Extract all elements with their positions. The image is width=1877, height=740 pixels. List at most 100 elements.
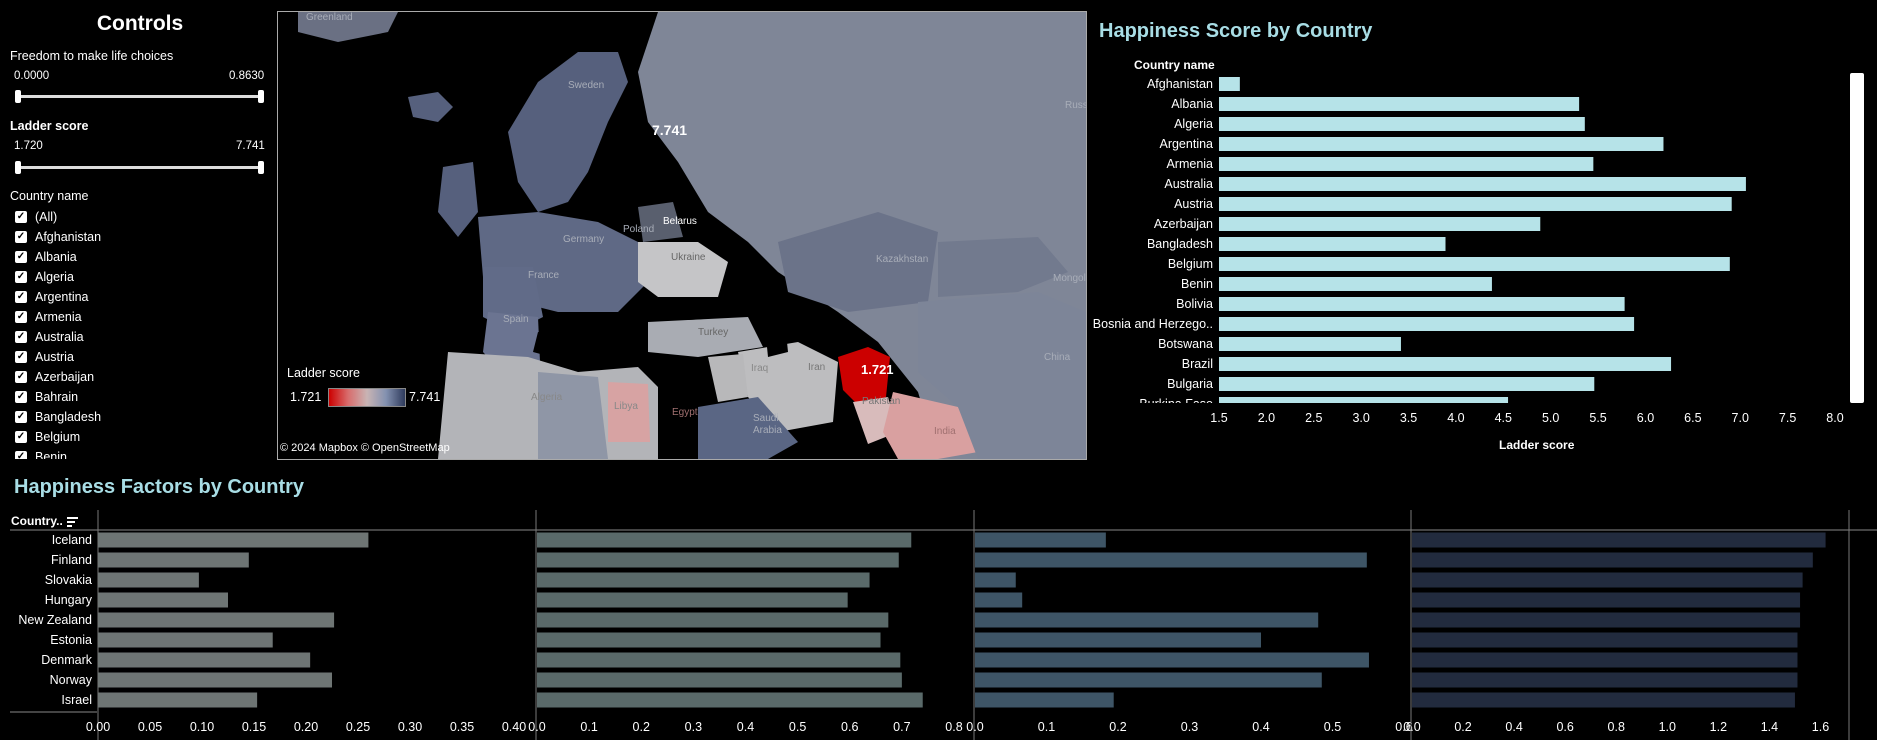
score-chart-title: Happiness Score by Country [1099,20,1373,42]
factors-bar [1412,532,1826,548]
map-label-russia: Russia [1065,100,1086,111]
score-category-label: Algeria [1174,117,1213,131]
ladder-slider-track[interactable] [18,166,262,169]
factors-bar [98,692,258,708]
checkbox-checked-icon[interactable]: ✓ [15,271,27,283]
checklist-item[interactable]: ✓ Argentina [10,287,260,307]
china-region[interactable] [918,292,1086,459]
saudi-arabia-region[interactable] [698,397,798,459]
score-chart-scrollbar[interactable] [1850,73,1864,403]
checkbox-checked-icon[interactable]: ✓ [15,291,27,303]
score-x-tick-label: 7.0 [1732,411,1749,425]
score-category-label: Belgium [1168,257,1213,271]
score-chart-column-header[interactable]: Country name [1134,58,1215,72]
freedom-slider-track[interactable] [18,95,262,98]
checklist-item[interactable]: ✓ Bangladesh [10,407,260,427]
ladder-slider-max-handle[interactable] [258,161,264,174]
checkbox-checked-icon[interactable]: ✓ [15,211,27,223]
checklist-item[interactable]: ✓ Belgium [10,427,260,447]
afghanistan-region[interactable] [838,347,890,405]
checklist-item[interactable]: ✓ Armenia [10,307,260,327]
factors-x-tick-label: 0.0 [966,720,983,734]
score-bars-group: Afghanistan Albania Algeria Argentina Armeni… [1093,77,1746,403]
ukraine-region[interactable] [638,242,728,297]
score-category-label: Albania [1171,97,1213,111]
checklist-item[interactable]: ✓ Afghanistan [10,227,260,247]
map-label-ukraine: Ukraine [671,252,706,263]
checklist-item[interactable]: ✓ Austria [10,347,260,367]
score-bar [1219,317,1635,331]
score-bar [1219,337,1401,351]
factors-bar [537,572,870,588]
uk-region[interactable] [438,162,478,237]
freedom-slider-min-handle[interactable] [15,90,21,103]
score-bar [1219,177,1746,191]
mongolia-region[interactable] [938,237,1068,297]
checklist-item-label: Bahrain [35,390,79,404]
legend-title: Ladder score [287,366,360,380]
factors-bar [98,672,332,688]
factors-x-tick-label: 1.6 [1812,720,1829,734]
checkbox-checked-icon[interactable]: ✓ [15,351,27,363]
checkbox-checked-icon[interactable]: ✓ [15,451,27,459]
score-bar [1219,397,1509,403]
checkbox-checked-icon[interactable]: ✓ [15,411,27,423]
factors-bar [1412,692,1795,708]
checklist-item[interactable]: ✓ Albania [10,247,260,267]
checklist-item-label: Algeria [35,270,74,284]
kazakhstan-region[interactable] [778,212,938,312]
sort-icon[interactable] [66,516,79,528]
factors-bar [98,572,199,588]
factors-x-tick-label: 0.4 [1505,720,1522,734]
map-attribution[interactable]: © 2024 Mapbox © OpenStreetMap [280,442,450,454]
egypt-region[interactable] [608,382,650,442]
map-label-mongolia: Mongolia [1053,273,1086,284]
score-category-label: Azerbaijan [1154,217,1213,231]
factors-x-tick-label: 0.7 [893,720,910,734]
checklist-item[interactable]: ✓ Bahrain [10,387,260,407]
checklist-item[interactable]: ✓ Azerbaijan [10,367,260,387]
choropleth-map[interactable]: Greenland Sweden Belarus Poland Germany … [277,11,1087,460]
india-region[interactable] [883,392,978,459]
checkbox-checked-icon[interactable]: ✓ [15,231,27,243]
factors-bar [537,532,912,548]
checklist-item[interactable]: ✓ Benin [10,447,260,459]
checkbox-checked-icon[interactable]: ✓ [15,331,27,343]
checkbox-checked-icon[interactable]: ✓ [15,431,27,443]
factors-x-tick-label: 0.3 [1181,720,1198,734]
map-label-spain: Spain [503,314,529,325]
freedom-slider-max-handle[interactable] [258,90,264,103]
factors-x-tick-label: 0.6 [1395,720,1412,734]
checklist-item-label: Austria [35,350,74,364]
iceland-region[interactable] [408,92,453,122]
libya-region[interactable] [538,372,608,459]
factors-x-tick-label: 1.0 [1659,720,1676,734]
factors-column-header[interactable]: Country.. [11,514,79,528]
ladder-max-value: 7.741 [236,140,265,152]
turkey-region[interactable] [648,317,763,357]
score-category-label: Bangladesh [1147,237,1213,251]
belarus-region[interactable] [638,202,683,242]
factors-bar [975,692,1114,708]
checkbox-checked-icon[interactable]: ✓ [15,391,27,403]
checklist-item[interactable]: ✓ Australia [10,327,260,347]
map-label-turkey: Turkey [698,327,729,338]
factors-bar-chart: Iceland Finland Slovakia Hungary New Zealand… [10,510,1877,740]
factors-bar [537,652,901,668]
checkbox-checked-icon[interactable]: ✓ [15,251,27,263]
scandinavia-region[interactable] [508,52,628,212]
score-x-tick-label: 6.0 [1637,411,1654,425]
checklist-item[interactable]: ✓ Algeria [10,267,260,287]
greenland-region[interactable] [298,12,398,42]
ladder-slider-min-handle[interactable] [15,161,21,174]
factors-x-tick-label: 0.20 [294,720,318,734]
checklist-item[interactable]: ✓ (All) [10,207,260,227]
checkbox-checked-icon[interactable]: ✓ [15,311,27,323]
legend-color-ramp [328,388,406,407]
freedom-max-value: 0.8630 [229,70,265,82]
factors-bar [1412,652,1798,668]
checkbox-checked-icon[interactable]: ✓ [15,371,27,383]
iraq-region[interactable] [708,354,748,402]
score-x-tick-label: 4.0 [1447,411,1464,425]
checklist-item-label: Belgium [35,430,81,444]
